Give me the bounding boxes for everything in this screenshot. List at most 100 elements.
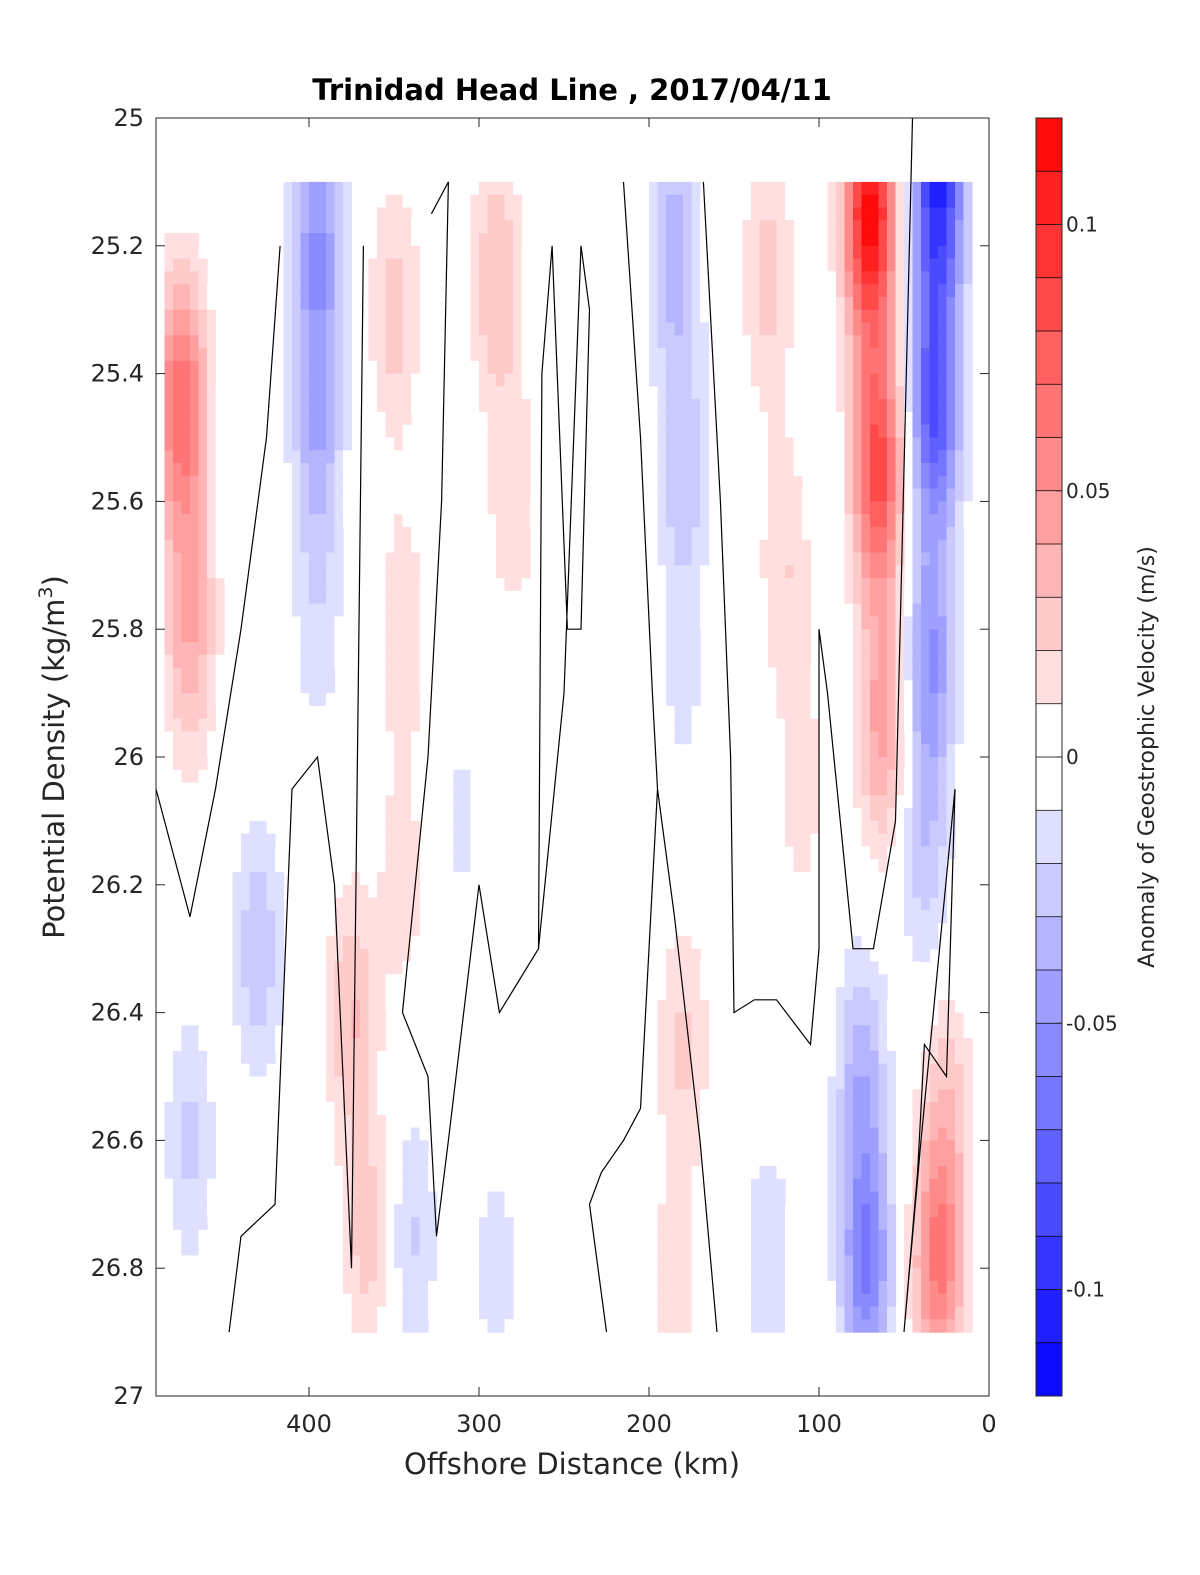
heat-cell (768, 181, 778, 196)
heat-cell (691, 399, 701, 413)
zero-contour-line (156, 245, 281, 917)
heat-cell (360, 1319, 370, 1333)
heat-cell (521, 411, 531, 426)
heat-cell (759, 1319, 769, 1333)
heat-cell (904, 1255, 914, 1269)
heat-cell (878, 552, 888, 566)
heat-cell (768, 616, 778, 630)
heat-cell (827, 1319, 837, 1333)
heat-cell (487, 1191, 497, 1205)
heat-cell (572, 782, 582, 796)
heat-cell (666, 309, 676, 324)
heat-cell (402, 1242, 412, 1257)
heat-cell (887, 514, 897, 528)
heat-cell (963, 245, 973, 260)
heat-cell (785, 450, 795, 464)
heat-cell (377, 424, 387, 439)
heat-cell (853, 424, 863, 439)
heat-cell (181, 386, 191, 400)
heat-cell (275, 974, 285, 988)
heat-cell (963, 309, 973, 324)
heat-cell (887, 769, 897, 784)
heat-cell (759, 1204, 769, 1218)
heat-cell (402, 846, 412, 860)
heat-cell (700, 271, 710, 285)
heat-cell (793, 629, 803, 643)
heat-cell (496, 233, 506, 247)
heat-cell (360, 1306, 370, 1320)
heat-cell (470, 782, 480, 796)
heat-cell (827, 1114, 837, 1129)
y-tick-label: 26.4 (91, 999, 144, 1027)
heat-cell (768, 1280, 778, 1295)
heat-cell (929, 1229, 939, 1244)
heat-cell (955, 1038, 965, 1052)
heat-cell (173, 769, 183, 784)
heat-cell (504, 603, 514, 618)
heat-cell (402, 194, 412, 209)
heat-cell (487, 437, 497, 451)
heat-cell (691, 181, 701, 196)
heat-cell (938, 782, 948, 796)
heat-cell (377, 1050, 387, 1065)
heat-cell (377, 296, 387, 311)
heat-cell (513, 463, 523, 477)
heat-cell (785, 1204, 795, 1218)
heat-cell (343, 1089, 353, 1103)
heat-cell (402, 769, 412, 784)
heat-cell (742, 284, 752, 298)
heat-cell (963, 1089, 973, 1103)
heat-cell (300, 386, 310, 400)
heat-cell (912, 1280, 922, 1295)
heat-cell (776, 463, 786, 477)
heat-cell (334, 284, 344, 298)
heat-cell (946, 552, 956, 566)
heat-cell (683, 386, 693, 400)
heat-cell (334, 488, 344, 502)
heat-cell (836, 1280, 846, 1295)
heat-cell (479, 1293, 489, 1308)
heat-cell (802, 667, 812, 681)
heat-cell (861, 373, 871, 387)
heat-cell (198, 616, 208, 630)
heat-cell (666, 1280, 676, 1295)
heat-cell (802, 590, 812, 605)
heat-cell (929, 335, 939, 349)
heat-cell (666, 271, 676, 285)
heat-cell (793, 641, 803, 656)
heat-cell (691, 1165, 701, 1180)
heat-cell (887, 309, 897, 324)
heat-cell (802, 578, 812, 592)
heat-cell (819, 782, 829, 796)
heat-cell (173, 718, 183, 733)
heat-cell (317, 680, 327, 694)
heat-cell (776, 181, 786, 196)
heat-cell (215, 501, 225, 515)
heat-cell (691, 935, 701, 950)
heat-cell (904, 1178, 914, 1193)
heat-cell (853, 386, 863, 400)
heat-cell (844, 360, 854, 375)
heat-cell (674, 935, 684, 950)
heat-cell (479, 194, 489, 209)
heat-cell (326, 1102, 336, 1116)
heat-cell (870, 757, 880, 771)
heat-cell (810, 782, 820, 796)
heat-cell (394, 233, 404, 247)
heat-cell (853, 1268, 863, 1282)
heat-cell (479, 1268, 489, 1282)
heat-cell (887, 641, 897, 656)
heat-cell (487, 309, 497, 324)
heat-cell (317, 616, 327, 630)
heat-cell (938, 373, 948, 387)
heat-cell (343, 194, 353, 209)
heat-cell (360, 872, 370, 886)
heat-cell (904, 1204, 914, 1218)
heat-cell (921, 1178, 931, 1193)
heat-cell (861, 833, 871, 848)
heat-cell (691, 1025, 701, 1039)
heat-cell (887, 1217, 897, 1231)
heat-cell (853, 565, 863, 579)
heat-cell (394, 526, 404, 541)
heat-cell (334, 897, 344, 911)
